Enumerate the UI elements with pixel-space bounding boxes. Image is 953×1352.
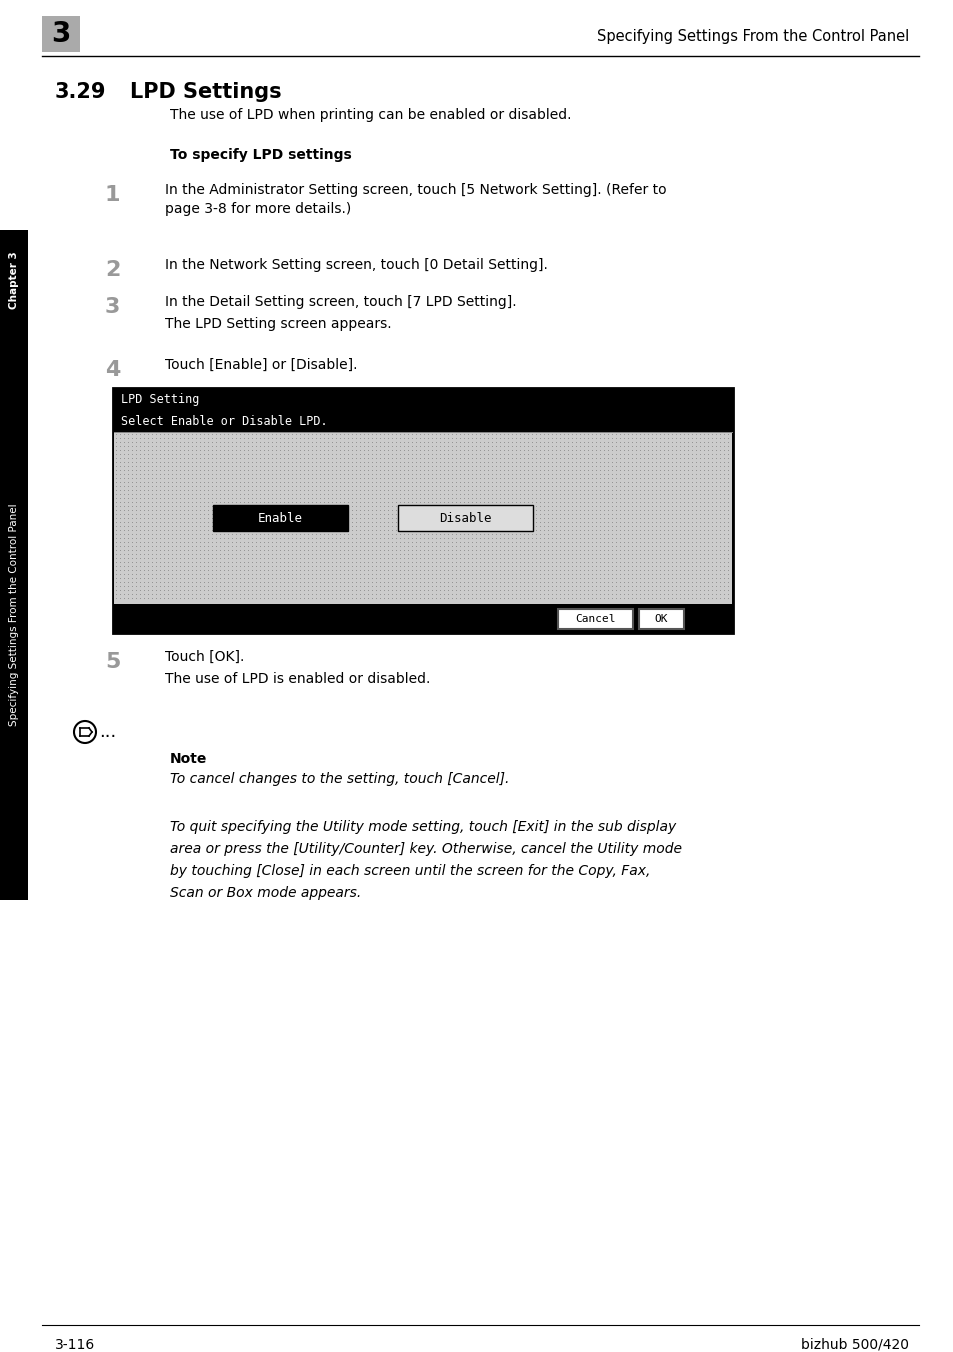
Bar bbox=[113, 604, 731, 633]
Text: Cancel: Cancel bbox=[575, 614, 615, 625]
Text: Touch [OK].: Touch [OK]. bbox=[165, 650, 244, 664]
Bar bbox=[639, 608, 683, 629]
Bar bbox=[113, 410, 731, 433]
Text: Specifying Settings From the Control Panel: Specifying Settings From the Control Pan… bbox=[597, 28, 908, 43]
Text: Specifying Settings From the Control Panel: Specifying Settings From the Control Pan… bbox=[9, 504, 19, 726]
Bar bbox=[213, 506, 348, 531]
Text: 3.29: 3.29 bbox=[55, 82, 107, 101]
Text: In the Administrator Setting screen, touch [5 Network Setting]. (Refer to
page 3: In the Administrator Setting screen, tou… bbox=[165, 183, 666, 216]
Text: by touching [Close] in each screen until the screen for the Copy, Fax,: by touching [Close] in each screen until… bbox=[170, 864, 650, 877]
Text: LPD Setting: LPD Setting bbox=[121, 393, 199, 407]
Text: 5: 5 bbox=[105, 652, 120, 672]
Bar bbox=[397, 506, 533, 531]
Text: Chapter 3: Chapter 3 bbox=[9, 251, 19, 308]
Text: In the Detail Setting screen, touch [7 LPD Setting].: In the Detail Setting screen, touch [7 L… bbox=[165, 295, 517, 310]
Bar bbox=[0, 330, 28, 900]
Text: Touch [Enable] or [Disable].: Touch [Enable] or [Disable]. bbox=[165, 358, 357, 372]
Text: 3-116: 3-116 bbox=[55, 1338, 95, 1352]
Text: Select Enable or Disable LPD.: Select Enable or Disable LPD. bbox=[121, 415, 327, 429]
Bar bbox=[0, 230, 28, 330]
Text: To quit specifying the Utility mode setting, touch [Exit] in the sub display: To quit specifying the Utility mode sett… bbox=[170, 821, 676, 834]
Text: LPD Settings: LPD Settings bbox=[130, 82, 281, 101]
Text: Note: Note bbox=[170, 752, 207, 767]
Text: 2: 2 bbox=[105, 260, 120, 280]
Bar bbox=[112, 388, 732, 633]
Text: The use of LPD is enabled or disabled.: The use of LPD is enabled or disabled. bbox=[165, 672, 430, 685]
Text: 1: 1 bbox=[105, 185, 120, 206]
Text: Enable: Enable bbox=[257, 512, 303, 525]
Bar bbox=[113, 388, 731, 410]
Text: 3: 3 bbox=[105, 297, 120, 316]
Text: In the Network Setting screen, touch [0 Detail Setting].: In the Network Setting screen, touch [0 … bbox=[165, 258, 547, 272]
Text: The use of LPD when printing can be enabled or disabled.: The use of LPD when printing can be enab… bbox=[170, 108, 571, 122]
Bar bbox=[558, 608, 633, 629]
Bar bbox=[113, 433, 731, 604]
Text: The LPD Setting screen appears.: The LPD Setting screen appears. bbox=[165, 316, 392, 331]
Text: 3: 3 bbox=[51, 20, 71, 49]
Text: OK: OK bbox=[654, 614, 667, 625]
Text: To cancel changes to the setting, touch [Cancel].: To cancel changes to the setting, touch … bbox=[170, 772, 509, 786]
Text: 4: 4 bbox=[105, 360, 120, 380]
Bar bbox=[42, 16, 80, 51]
Text: bizhub 500/420: bizhub 500/420 bbox=[801, 1338, 908, 1352]
Text: ...: ... bbox=[99, 723, 116, 741]
Text: area or press the [Utility/Counter] key. Otherwise, cancel the Utility mode: area or press the [Utility/Counter] key.… bbox=[170, 842, 681, 856]
Text: Disable: Disable bbox=[438, 512, 491, 525]
Text: To specify LPD settings: To specify LPD settings bbox=[170, 147, 352, 162]
Text: Scan or Box mode appears.: Scan or Box mode appears. bbox=[170, 886, 361, 900]
